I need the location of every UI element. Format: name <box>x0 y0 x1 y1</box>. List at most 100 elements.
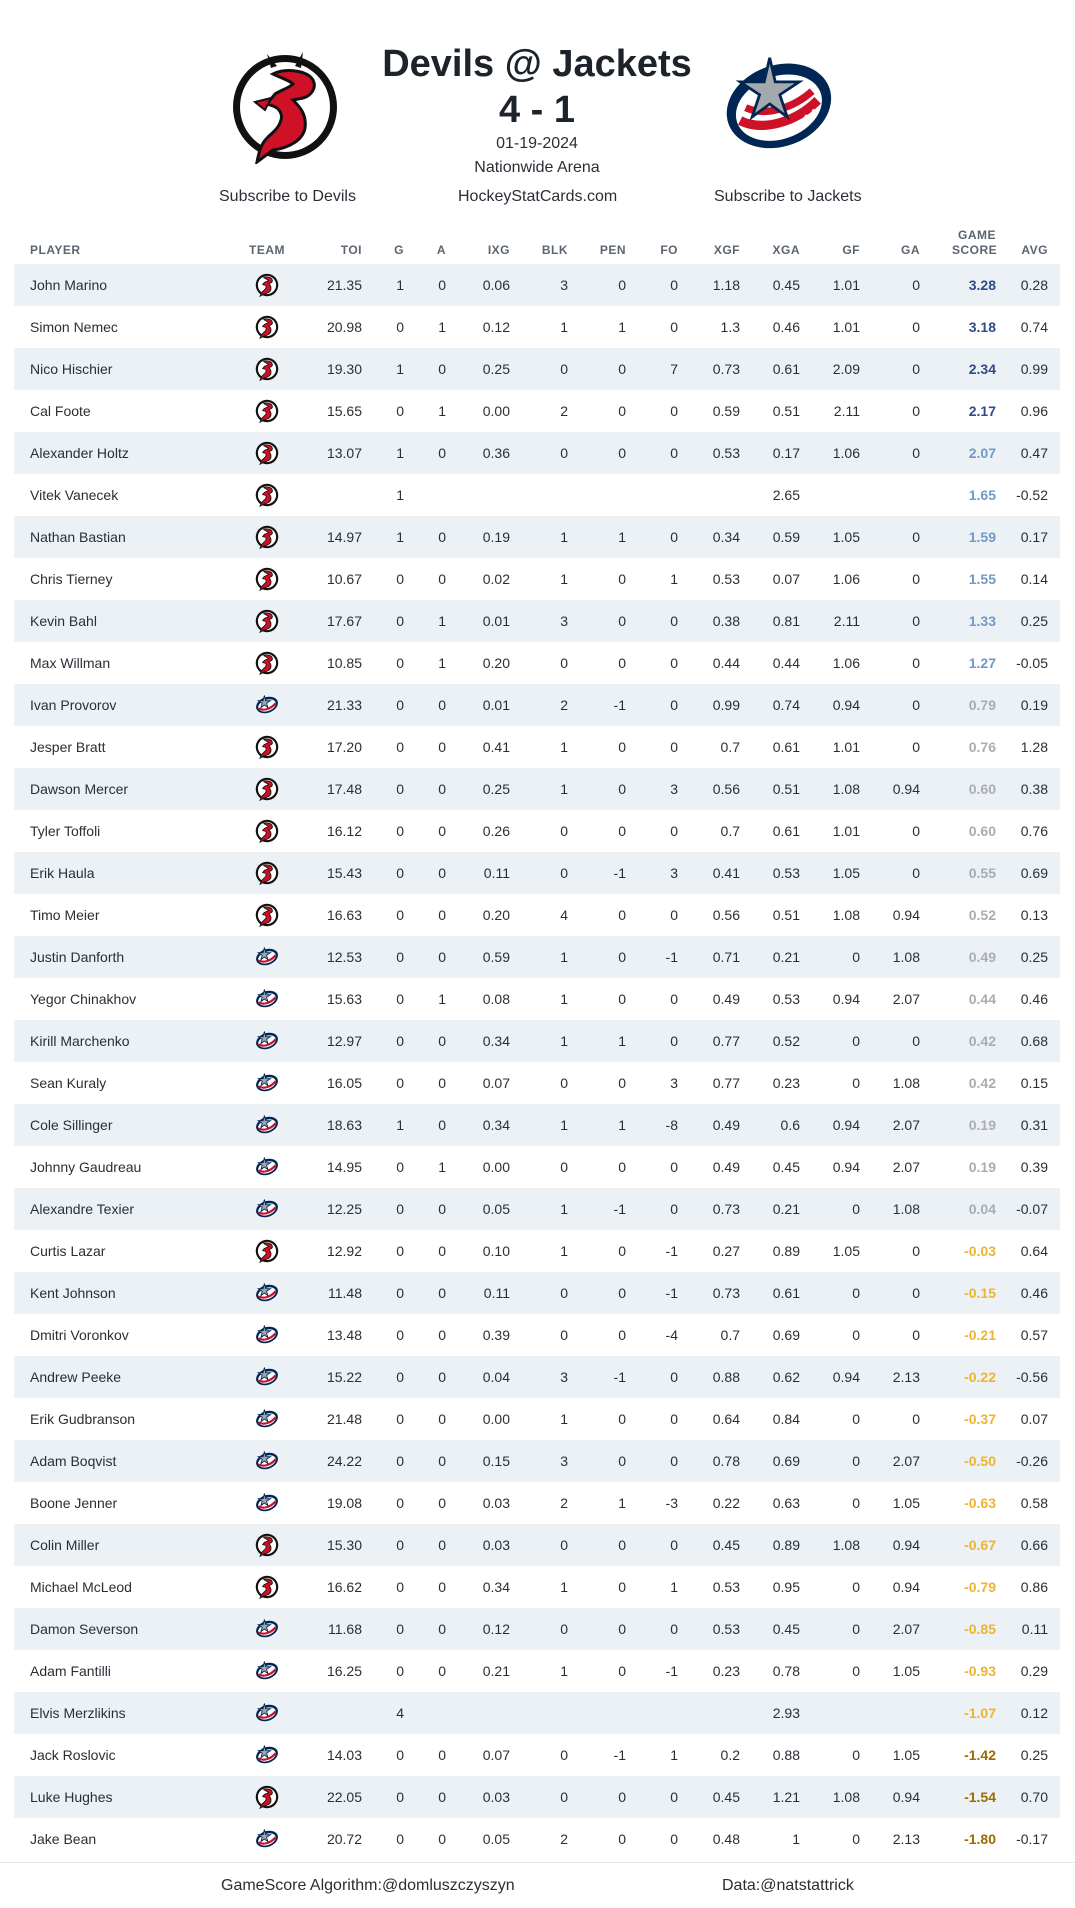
table-row[interactable]: Alexandre Texier 12.25 0 0 0.05 1 -1 0 0.73 0.21 0… <box>14 1188 1060 1230</box>
player-name[interactable]: Jesper Bratt <box>30 739 106 755</box>
col-header-gf[interactable]: GF <box>842 243 860 257</box>
table-row[interactable]: Sean Kuraly 16.05 0 0 0.07 0 0 3 0.77 0.23 0 1.08 0.… <box>14 1062 1060 1104</box>
player-name[interactable]: Michael McLeod <box>30 1579 132 1595</box>
player-name[interactable]: Kent Johnson <box>30 1285 116 1301</box>
table-row[interactable]: Kevin Bahl 17.67 0 1 0.01 3 0 0 0.38 0.81 2.11 0 1.3… <box>14 600 1060 642</box>
data-credit[interactable]: Data:@natstattrick <box>722 1877 854 1894</box>
table-row[interactable]: Johnny Gaudreau 14.95 0 1 0.00 0 0 0 0.49 0.45 0.9… <box>14 1146 1060 1188</box>
player-name[interactable]: Adam Boqvist <box>30 1453 117 1469</box>
table-row[interactable]: Ivan Provorov 21.33 0 0 0.01 2 -1 0 0.99 0.74 0.94… <box>14 684 1060 726</box>
player-name[interactable]: Luke Hughes <box>30 1789 113 1805</box>
player-name[interactable]: Alexandre Texier <box>30 1201 135 1217</box>
table-row[interactable]: Erik Haula 15.43 0 0 0.11 0 -1 3 0.41 0.53 1.05 0 0.… <box>14 852 1060 894</box>
table-row[interactable]: Jesper Bratt 17.20 0 0 0.41 1 0 0 0.7 0.61 1.01 0 0.… <box>14 726 1060 768</box>
site-link[interactable]: HockeyStatCards.com <box>458 188 618 205</box>
col-header-toi[interactable]: TOI <box>340 243 362 257</box>
table-row[interactable]: Cal Foote 15.65 0 1 0.00 2 0 0 0.59 0.51 2.11 0 2.17… <box>14 390 1060 432</box>
player-name[interactable]: Nathan Bastian <box>30 529 126 545</box>
player-name[interactable]: Colin Miller <box>30 1537 100 1553</box>
player-name[interactable]: Chris Tierney <box>30 571 113 587</box>
player-name[interactable]: John Marino <box>30 277 108 293</box>
table-row[interactable]: Damon Severson 11.68 0 0 0.12 0 0 0 0.53 0.45 0 2.0… <box>14 1608 1060 1650</box>
player-name[interactable]: Boone Jenner <box>30 1495 118 1511</box>
table-row[interactable]: Nathan Bastian 14.97 1 0 0.19 1 1 0 0.34 0.59 1.05… <box>14 516 1060 558</box>
player-name[interactable]: Dawson Mercer <box>30 781 129 797</box>
table-row[interactable]: Justin Danforth 12.53 0 0 0.59 1 0 -1 0.71 0.21 0 1… <box>14 936 1060 978</box>
player-name[interactable]: Kevin Bahl <box>30 613 97 629</box>
col-header-ga[interactable]: GA <box>901 243 920 257</box>
player-name[interactable]: Dmitri Voronkov <box>30 1327 129 1343</box>
player-name[interactable]: Justin Danforth <box>30 949 125 965</box>
table-row[interactable]: Boone Jenner 19.08 0 0 0.03 2 1 -3 0.22 0.63 0 1.05… <box>14 1482 1060 1524</box>
player-name[interactable]: Nico Hischier <box>30 361 113 377</box>
col-header-xga[interactable]: XGA <box>772 243 800 257</box>
player-name[interactable]: Alexander Holtz <box>30 445 129 461</box>
col-header-team[interactable]: TEAM <box>249 243 285 257</box>
player-name[interactable]: Vitek Vanecek <box>30 487 119 503</box>
player-name[interactable]: Erik Haula <box>30 865 95 881</box>
subscribe-devils-link[interactable]: Subscribe to Devils <box>219 188 356 205</box>
col-header-g[interactable]: G <box>394 243 404 257</box>
player-name[interactable]: Timo Meier <box>30 907 100 923</box>
table-row[interactable]: Luke Hughes 22.05 0 0 0.03 0 0 0 0.45 1.21 1.08 0.9… <box>14 1776 1060 1818</box>
player-name[interactable]: Damon Severson <box>30 1621 139 1637</box>
table-row[interactable]: Chris Tierney 10.67 0 0 0.02 1 0 1 0.53 0.07 1.06 0… <box>14 558 1060 600</box>
col-header-game-score[interactable]: GAME SCORE <box>952 228 998 257</box>
col-header-fo[interactable]: FO <box>660 243 678 257</box>
player-name[interactable]: Max Willman <box>30 655 111 671</box>
table-row[interactable]: Jake Bean 20.72 0 0 0.05 2 0 0 0.48 1 0 2.13 -1.80 -0… <box>14 1818 1060 1860</box>
table-row[interactable]: Dawson Mercer 17.48 0 0 0.25 1 0 3 0.56 0.51 1.08 0… <box>14 768 1060 810</box>
col-header-player[interactable]: PLAYER <box>30 243 81 257</box>
table-row[interactable]: Colin Miller 15.30 0 0 0.03 0 0 0 0.45 0.89 1.08 0.… <box>14 1524 1060 1566</box>
table-row[interactable]: Dmitri Voronkov 13.48 0 0 0.39 0 0 -4 0.7 0.69 0 0 -… <box>14 1314 1060 1356</box>
table-row[interactable]: Jack Roslovic 14.03 0 0 0.07 0 -1 1 0.2 0.88 0 1.05… <box>14 1734 1060 1776</box>
table-row[interactable]: Erik Gudbranson 21.48 0 0 0.00 1 0 0 0.64 0.84 0 0 -… <box>14 1398 1060 1440</box>
subscribe-jackets-link[interactable]: Subscribe to Jackets <box>714 188 862 205</box>
table-row[interactable]: Tyler Toffoli 16.12 0 0 0.26 0 0 0 0.7 0.61 1.01 0 0… <box>14 810 1060 852</box>
table-row[interactable]: Adam Boqvist 24.22 0 0 0.15 3 0 0 0.78 0.69 0 2.07 -… <box>14 1440 1060 1482</box>
player-name[interactable]: Johnny Gaudreau <box>30 1159 142 1175</box>
table-row[interactable]: Vitek Vanecek 1 2.65 1.65 -0.52 <box>14 474 1060 516</box>
col-header-blk[interactable]: BLK <box>541 243 568 257</box>
player-name[interactable]: Elvis Merzlikins <box>30 1705 126 1721</box>
player-name[interactable]: Cole Sillinger <box>30 1117 113 1133</box>
table-row[interactable]: Kent Johnson 11.48 0 0 0.11 0 0 -1 0.73 0.61 0 0 -0.… <box>14 1272 1060 1314</box>
player-name[interactable]: Kirill Marchenko <box>30 1033 130 1049</box>
player-name[interactable]: Cal Foote <box>30 403 91 419</box>
table-row[interactable]: Max Willman 10.85 0 1 0.20 0 0 0 0.44 0.44 1.06 0 1.… <box>14 642 1060 684</box>
stat-game-score: -1.07 <box>964 1705 996 1721</box>
col-header-avg[interactable]: AVG <box>1021 243 1048 257</box>
player-name[interactable]: Andrew Peeke <box>30 1369 122 1385</box>
stat-game-score: 0.60 <box>968 823 996 839</box>
table-row[interactable]: Simon Nemec 20.98 0 1 0.12 1 1 0 1.3 0.46 1.01 0 3.1… <box>14 306 1060 348</box>
table-row[interactable]: Timo Meier 16.63 0 0 0.20 4 0 0 0.56 0.51 1.08 0.94… <box>14 894 1060 936</box>
col-header-xgf[interactable]: XGF <box>713 243 740 257</box>
table-row[interactable]: Cole Sillinger 18.63 1 0 0.34 1 1 -8 0.49 0.6 0.94… <box>14 1104 1060 1146</box>
stat-a: 0 <box>438 697 446 713</box>
player-name[interactable]: Yegor Chinakhov <box>30 991 137 1007</box>
table-row[interactable]: Nico Hischier 19.30 1 0 0.25 0 0 7 0.73 0.61 2.09 0… <box>14 348 1060 390</box>
table-row[interactable]: Kirill Marchenko 12.97 0 0 0.34 1 1 0 0.77 0.52 0 0… <box>14 1020 1060 1062</box>
table-row[interactable]: Adam Fantilli 16.25 0 0 0.21 1 0 -1 0.23 0.78 0 1.0… <box>14 1650 1060 1692</box>
player-name[interactable]: Sean Kuraly <box>30 1075 107 1091</box>
table-row[interactable]: Alexander Holtz 13.07 1 0 0.36 0 0 0 0.53 0.17 1.0… <box>14 432 1060 474</box>
stat-blk: 0 <box>560 445 568 461</box>
player-name[interactable]: Jake Bean <box>30 1831 97 1847</box>
table-row[interactable]: Yegor Chinakhov 15.63 0 1 0.08 1 0 0 0.49 0.53 0.9… <box>14 978 1060 1020</box>
col-header-pen[interactable]: PEN <box>599 243 626 257</box>
player-name[interactable]: Ivan Provorov <box>30 697 117 713</box>
player-name[interactable]: Erik Gudbranson <box>30 1411 136 1427</box>
col-header-a[interactable]: A <box>436 243 446 257</box>
table-row[interactable]: John Marino 21.35 1 0 0.06 3 0 0 1.18 0.45 1.01 0 3.… <box>14 264 1060 306</box>
player-name[interactable]: Curtis Lazar <box>30 1243 106 1259</box>
table-row[interactable]: Andrew Peeke 15.22 0 0 0.04 3 -1 0 0.88 0.62 0.94 2… <box>14 1356 1060 1398</box>
table-row[interactable]: Elvis Merzlikins 4 2.93 -1.07 0.12 <box>14 1692 1060 1734</box>
player-name[interactable]: Adam Fantilli <box>30 1663 111 1679</box>
algorithm-credit[interactable]: GameScore Algorithm:@domluszczyszyn <box>221 1877 515 1894</box>
player-name[interactable]: Simon Nemec <box>30 319 118 335</box>
col-header-ixg[interactable]: IXG <box>487 243 510 257</box>
table-row[interactable]: Curtis Lazar 12.92 0 0 0.10 1 0 -1 0.27 0.89 1.05 0… <box>14 1230 1060 1272</box>
player-name[interactable]: Tyler Toffoli <box>30 823 101 839</box>
player-name[interactable]: Jack Roslovic <box>30 1747 116 1763</box>
table-row[interactable]: Michael McLeod 16.62 0 0 0.34 1 0 1 0.53 0.95 0 0.9… <box>14 1566 1060 1608</box>
